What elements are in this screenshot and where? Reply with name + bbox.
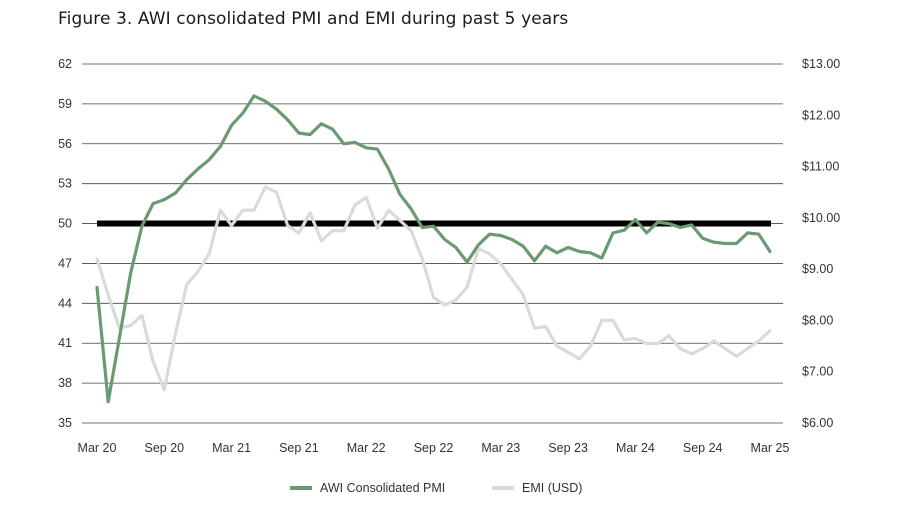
series-line-emi bbox=[95, 185, 772, 392]
y-right-tick-label: $12.00 bbox=[802, 108, 840, 122]
x-tick-label: Mar 22 bbox=[347, 441, 386, 455]
x-tick-label: Sep 24 bbox=[683, 441, 723, 455]
legend-item-pmi: AWI Consolidated PMI bbox=[290, 481, 445, 495]
x-tick-label: Sep 23 bbox=[548, 441, 588, 455]
y-right-tick-label: $8.00 bbox=[802, 313, 833, 327]
legend-swatch-emi bbox=[492, 486, 514, 490]
y-left-tick-label: 62 bbox=[58, 57, 72, 71]
x-tick-label: Mar 21 bbox=[212, 441, 251, 455]
y-right-tick-label: $6.00 bbox=[802, 416, 833, 430]
chart-title: Figure 3. AWI consolidated PMI and EMI d… bbox=[58, 9, 569, 29]
x-tick-label: Sep 22 bbox=[414, 441, 454, 455]
y-right-tick-label: $13.00 bbox=[802, 57, 840, 71]
x-tick-label: Mar 20 bbox=[78, 441, 117, 455]
x-tick-label: Mar 23 bbox=[481, 441, 520, 455]
y-left-tick-label: 59 bbox=[58, 97, 72, 111]
y-left-tick-label: 44 bbox=[58, 296, 72, 310]
legend-label-emi: EMI (USD) bbox=[522, 481, 583, 495]
y-right-tick-label: $9.00 bbox=[802, 262, 833, 276]
chart-svg: 35 38 41 44 47 50 53 56 59 62 $6.00 $7.00 $8.00 $9.00… bbox=[58, 57, 840, 455]
x-tick-label: Sep 21 bbox=[279, 441, 319, 455]
y-right-tick-label: $7.00 bbox=[802, 365, 833, 379]
x-tick-label: Mar 24 bbox=[616, 441, 655, 455]
y-right-tick-label: $10.00 bbox=[802, 211, 840, 225]
legend-swatch-pmi bbox=[290, 486, 312, 490]
y-left-tick-label: 38 bbox=[58, 376, 72, 390]
chart-legend: AWI Consolidated PMI EMI (USD) bbox=[0, 481, 900, 499]
legend-label-pmi: AWI Consolidated PMI bbox=[320, 481, 446, 495]
y-right-tick-label: $11.00 bbox=[802, 160, 839, 174]
y-left-tick-label: 50 bbox=[58, 217, 72, 231]
y-left-tick-label: 35 bbox=[58, 416, 72, 430]
y-left-tick-label: 47 bbox=[58, 256, 72, 270]
x-tick-label: Sep 20 bbox=[144, 441, 184, 455]
series-line-pmi bbox=[95, 94, 772, 404]
legend-item-emi: EMI (USD) bbox=[492, 481, 582, 495]
y-left-tick-label: 53 bbox=[58, 177, 72, 191]
y-left-tick-label: 41 bbox=[58, 336, 72, 350]
x-tick-label: Mar 25 bbox=[751, 441, 790, 455]
y-left-tick-label: 56 bbox=[58, 137, 72, 151]
